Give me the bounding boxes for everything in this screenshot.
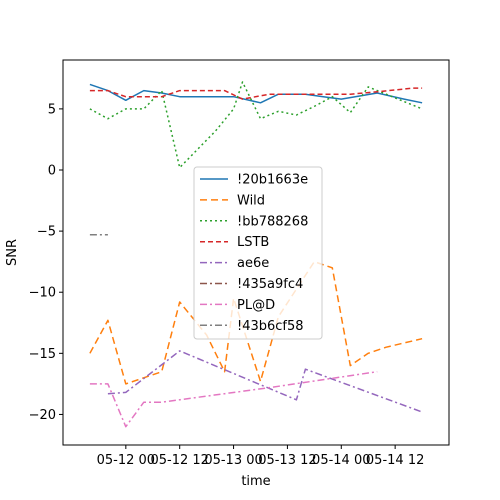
x-tick-label: 05-13 00	[204, 453, 262, 468]
y-tick-label: −10	[29, 286, 56, 301]
legend-label-3: LSTB	[237, 235, 269, 250]
x-tick-label: 05-14 00	[312, 453, 370, 468]
series-layer	[89, 81, 423, 428]
series-line-0	[89, 83, 423, 104]
legend-label-1: Wild	[237, 193, 265, 208]
plot-frame	[62, 59, 450, 446]
x-tick-label: 05-12 12	[150, 453, 208, 468]
legend-label-2: !bb788268	[237, 214, 308, 229]
series-line-6	[89, 370, 378, 428]
y-axis: −20 −15 −10 −5 0 5	[29, 102, 63, 423]
series-line-4	[107, 350, 423, 413]
legend-label-4: ae6e	[237, 256, 269, 271]
y-tick-label: −5	[37, 225, 56, 240]
x-tick-label: 05-13 12	[258, 453, 316, 468]
y-tick-label: −15	[29, 347, 56, 362]
series-line-3	[89, 87, 423, 100]
y-tick-label: 0	[48, 164, 56, 179]
legend-label-7: !43b6cf58	[237, 319, 304, 334]
series-line-2	[89, 81, 423, 169]
legend-label-6: PL@D	[237, 298, 275, 313]
legend-label-5: !435a9fc4	[237, 277, 303, 292]
x-axis-label: time	[241, 474, 270, 489]
legend-label-0: !20b1663e	[237, 173, 308, 188]
legend-box	[193, 166, 323, 340]
legend: !20b1663e Wild !bb788268 LSTB ae6e !435a9fc4 P…	[193, 166, 323, 340]
y-tick-label: −20	[29, 408, 56, 423]
x-tick-label: 05-12 00	[97, 453, 155, 468]
y-axis-label: SNR	[5, 239, 20, 266]
y-tick-label: 5	[48, 102, 56, 117]
x-tick-label: 05-14 12	[366, 453, 424, 468]
